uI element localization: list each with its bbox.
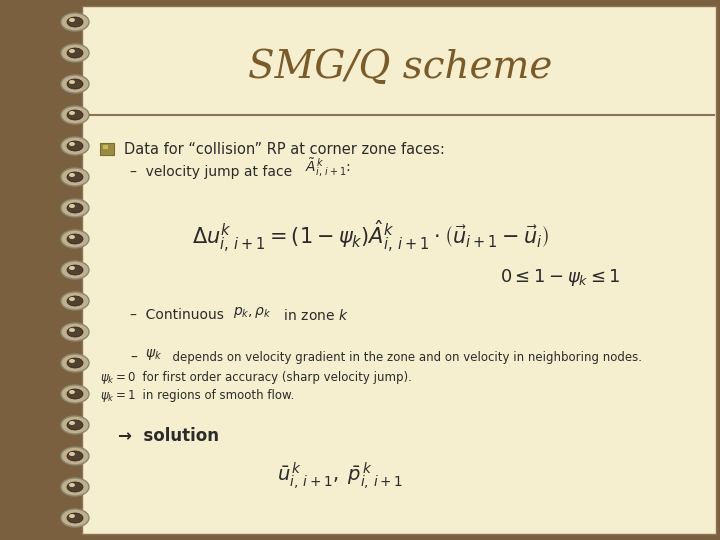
- Text: –  velocity jump at face: – velocity jump at face: [130, 165, 292, 179]
- Ellipse shape: [67, 141, 83, 151]
- Ellipse shape: [61, 168, 89, 186]
- Ellipse shape: [69, 359, 75, 363]
- Ellipse shape: [67, 451, 83, 461]
- Ellipse shape: [67, 110, 83, 120]
- Ellipse shape: [61, 13, 89, 31]
- Ellipse shape: [69, 18, 75, 22]
- Ellipse shape: [61, 199, 89, 217]
- Ellipse shape: [69, 452, 75, 456]
- Ellipse shape: [67, 327, 83, 337]
- Text: –: –: [130, 351, 137, 365]
- Text: $\bar{u}^{\,k}_{i,\,i+1},\;\bar{p}^{\,k}_{i,\,i+1}$: $\bar{u}^{\,k}_{i,\,i+1},\;\bar{p}^{\,k}…: [277, 460, 403, 491]
- Ellipse shape: [69, 297, 75, 301]
- Ellipse shape: [69, 204, 75, 208]
- Text: in regions of smooth flow.: in regions of smooth flow.: [135, 389, 294, 402]
- Text: Data for “collision” RP at corner zone faces:: Data for “collision” RP at corner zone f…: [124, 141, 445, 157]
- Text: $\Delta u^k_{i,\,i+1} = \left(1-\psi_k\right)\hat{A}^k_{i,\,i+1}\cdot\left(\vec{: $\Delta u^k_{i,\,i+1} = \left(1-\psi_k\r…: [192, 219, 549, 255]
- Ellipse shape: [61, 106, 89, 124]
- Ellipse shape: [67, 296, 83, 306]
- Ellipse shape: [67, 234, 83, 244]
- Text: –  Continuous: – Continuous: [130, 308, 224, 322]
- Text: for first order accuracy (sharp velocity jump).: for first order accuracy (sharp velocity…: [135, 372, 412, 384]
- Ellipse shape: [69, 142, 75, 146]
- Text: depends on velocity gradient in the zone and on velocity in neighboring nodes.: depends on velocity gradient in the zone…: [165, 352, 642, 365]
- Ellipse shape: [67, 172, 83, 182]
- Ellipse shape: [67, 358, 83, 368]
- Ellipse shape: [67, 482, 83, 492]
- Ellipse shape: [69, 421, 75, 425]
- Ellipse shape: [67, 203, 83, 213]
- Ellipse shape: [61, 354, 89, 372]
- Text: $0\leq 1-\psi_k\leq 1$: $0\leq 1-\psi_k\leq 1$: [500, 267, 621, 288]
- Ellipse shape: [69, 266, 75, 270]
- Ellipse shape: [61, 509, 89, 527]
- Ellipse shape: [61, 230, 89, 248]
- Ellipse shape: [67, 265, 83, 275]
- Ellipse shape: [67, 48, 83, 58]
- Ellipse shape: [61, 385, 89, 403]
- Ellipse shape: [69, 390, 75, 394]
- Ellipse shape: [67, 17, 83, 27]
- Ellipse shape: [61, 137, 89, 155]
- Ellipse shape: [67, 420, 83, 430]
- Bar: [100, 143, 114, 155]
- Ellipse shape: [69, 483, 75, 487]
- Text: $\psi_k$: $\psi_k$: [145, 348, 162, 362]
- Text: SMG/Q scheme: SMG/Q scheme: [248, 50, 552, 86]
- Ellipse shape: [67, 79, 83, 89]
- Text: →  solution: → solution: [118, 427, 219, 445]
- Ellipse shape: [61, 323, 89, 341]
- Ellipse shape: [61, 261, 89, 279]
- Ellipse shape: [67, 513, 83, 523]
- Ellipse shape: [61, 292, 89, 310]
- Bar: [82, 6, 716, 534]
- Ellipse shape: [69, 235, 75, 239]
- Ellipse shape: [67, 389, 83, 399]
- Ellipse shape: [69, 80, 75, 84]
- Ellipse shape: [61, 416, 89, 434]
- Text: $\tilde{A}^{\,k}_{i,\,i+1}$:: $\tilde{A}^{\,k}_{i,\,i+1}$:: [305, 157, 351, 179]
- Ellipse shape: [61, 478, 89, 496]
- Text: $p_k,\rho_k$: $p_k,\rho_k$: [233, 305, 271, 320]
- Ellipse shape: [61, 44, 89, 62]
- Text: $\psi_k=0$: $\psi_k=0$: [100, 370, 136, 386]
- Ellipse shape: [69, 514, 75, 518]
- Ellipse shape: [69, 328, 75, 332]
- Ellipse shape: [61, 75, 89, 93]
- Ellipse shape: [69, 111, 75, 115]
- Bar: [103, 145, 108, 149]
- Ellipse shape: [69, 173, 75, 177]
- Ellipse shape: [69, 49, 75, 53]
- Text: $\psi_k=1$: $\psi_k=1$: [100, 388, 135, 404]
- Ellipse shape: [61, 447, 89, 465]
- Text: in zone $k$: in zone $k$: [275, 307, 349, 322]
